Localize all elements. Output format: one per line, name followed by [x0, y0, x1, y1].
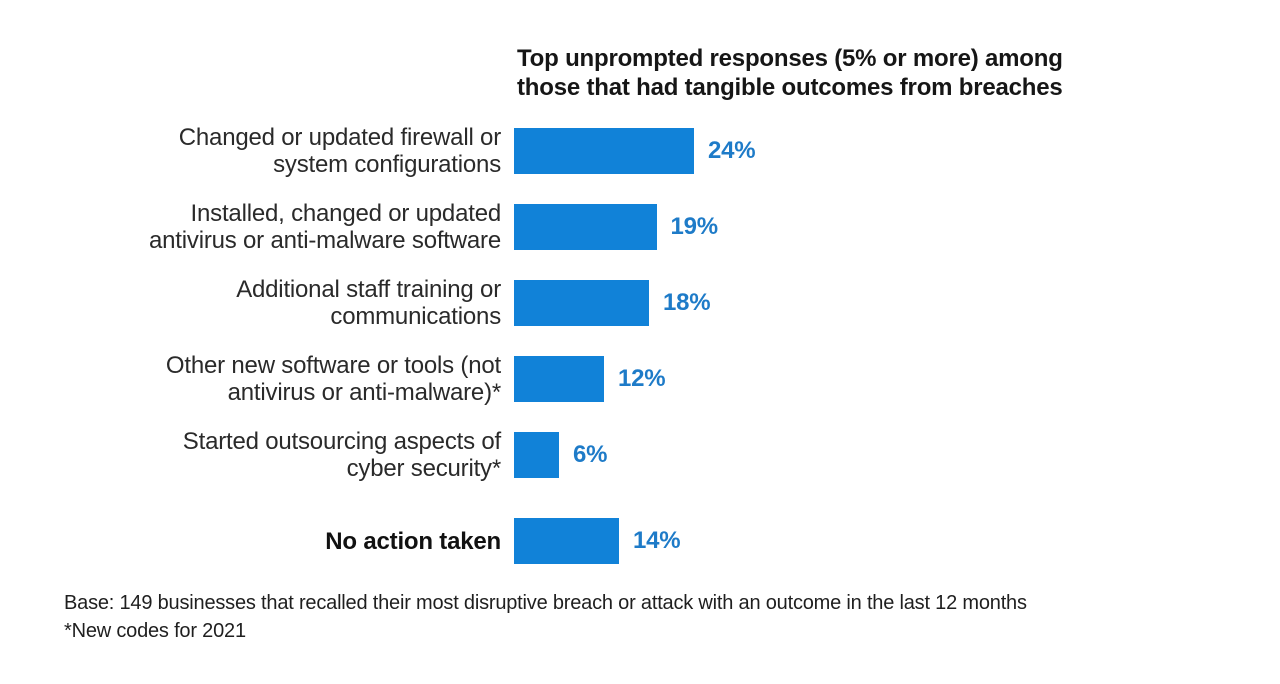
- base-footnote: Base: 149 businesses that recalled their…: [64, 592, 1027, 614]
- bar: [514, 518, 619, 564]
- chart-row: No action taken 14%: [0, 503, 1280, 579]
- bar: [514, 204, 657, 250]
- bar: [514, 280, 649, 326]
- new-codes-footnote: *New codes for 2021: [64, 620, 246, 642]
- chart-title-line2: those that had tangible outcomes from br…: [517, 74, 1063, 101]
- value-label: 6%: [573, 441, 608, 468]
- footnotes: Base: 149 businesses that recalled their…: [64, 589, 1027, 645]
- value-label: 14%: [633, 527, 681, 554]
- chart-row: Started outsourcing aspects of cyber secu…: [0, 417, 1280, 493]
- value-label: 24%: [708, 137, 756, 164]
- chart-title: Top unprompted responses (5% or more) am…: [517, 44, 1117, 102]
- category-label: Started outsourcing aspects of cyber secu…: [182, 428, 501, 482]
- chart-row: Changed or updated firewall or system con…: [0, 113, 1280, 189]
- category-label: Additional staff training or communicatio…: [236, 276, 501, 330]
- bar: [514, 356, 604, 402]
- value-label: 19%: [670, 213, 719, 240]
- category-label: No action taken: [325, 527, 501, 555]
- chart-row: Additional staff training or communicatio…: [0, 265, 1280, 341]
- bar-rows: Changed or updated firewall or system con…: [0, 113, 1280, 579]
- value-label: 12%: [618, 365, 666, 392]
- value-label: 18%: [663, 289, 711, 316]
- chart-row: Other new software or tools (not antiviru…: [0, 341, 1280, 417]
- chart-row: Installed, changed or updated antivirus o…: [0, 189, 1280, 265]
- bar: [514, 432, 559, 478]
- bar: [514, 128, 694, 174]
- chart-title-line1: Top unprompted responses (5% or more) am…: [517, 45, 1063, 72]
- category-label: Installed, changed or updated antivirus o…: [149, 200, 501, 254]
- category-label: Changed or updated firewall or system con…: [178, 124, 501, 178]
- category-label: Other new software or tools (not antiviru…: [165, 352, 501, 406]
